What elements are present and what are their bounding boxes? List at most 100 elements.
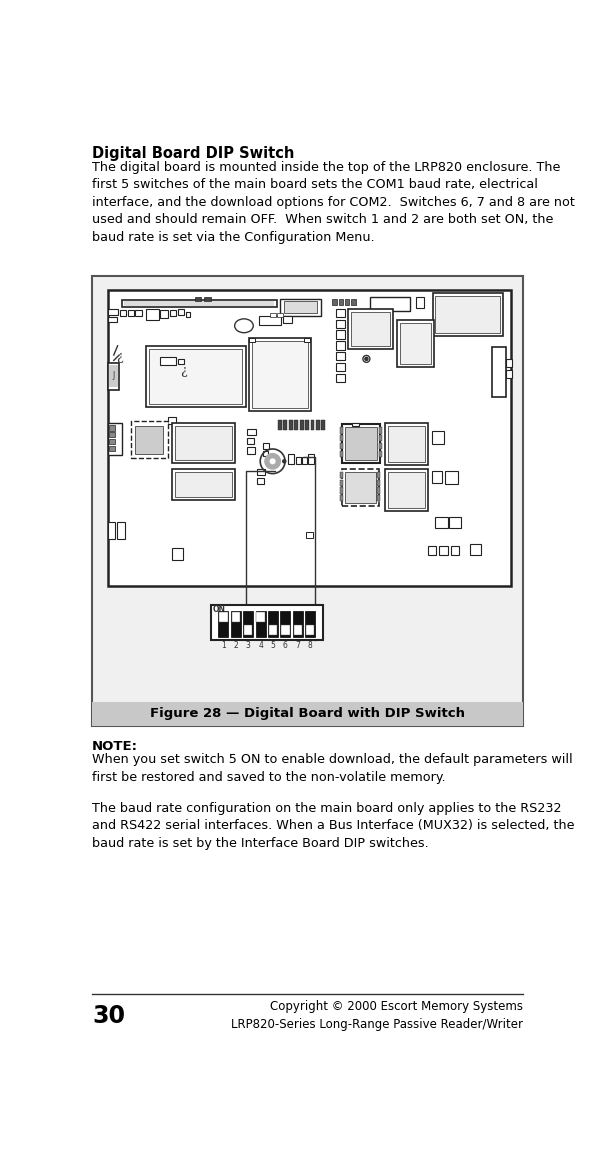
- Bar: [288, 453, 295, 465]
- Bar: [340, 480, 343, 486]
- Text: 4: 4: [258, 640, 263, 650]
- Bar: [445, 471, 458, 485]
- Bar: [257, 479, 264, 483]
- Bar: [439, 546, 448, 555]
- Bar: [107, 316, 117, 322]
- Bar: [160, 310, 168, 318]
- Text: 8: 8: [308, 640, 313, 650]
- Bar: [268, 611, 278, 637]
- Bar: [281, 625, 290, 636]
- Bar: [247, 429, 256, 435]
- Text: 5: 5: [271, 640, 275, 650]
- Bar: [257, 469, 265, 475]
- Text: ¿: ¿: [180, 364, 187, 376]
- Bar: [348, 309, 393, 349]
- Text: 3: 3: [246, 640, 251, 650]
- Bar: [284, 301, 317, 314]
- Bar: [219, 612, 227, 622]
- Bar: [263, 443, 269, 449]
- Bar: [172, 547, 183, 560]
- Bar: [451, 546, 460, 555]
- Bar: [248, 338, 311, 411]
- Bar: [175, 472, 232, 496]
- Bar: [277, 314, 283, 317]
- Bar: [247, 447, 255, 453]
- Text: The baud rate configuration on the main board only applies to the RS232
and RS42: The baud rate configuration on the main …: [92, 802, 575, 849]
- Bar: [109, 365, 118, 387]
- Bar: [283, 419, 287, 430]
- Bar: [340, 435, 343, 442]
- Bar: [340, 428, 343, 433]
- Bar: [388, 426, 425, 462]
- Bar: [305, 611, 315, 637]
- Text: 30: 30: [92, 1004, 125, 1028]
- Bar: [449, 517, 461, 529]
- Bar: [304, 338, 310, 342]
- Text: 6: 6: [283, 640, 288, 650]
- Bar: [136, 426, 163, 453]
- Text: The digital board is mounted inside the top of the LRP820 enclosure. The
first 5: The digital board is mounted inside the …: [92, 162, 575, 244]
- Bar: [293, 611, 303, 637]
- Bar: [431, 471, 442, 483]
- Bar: [506, 359, 512, 366]
- Bar: [92, 702, 523, 726]
- Bar: [336, 320, 344, 328]
- Bar: [341, 469, 379, 505]
- Bar: [344, 472, 376, 503]
- Bar: [107, 309, 118, 315]
- Bar: [149, 349, 242, 404]
- Bar: [306, 625, 314, 636]
- Bar: [344, 299, 349, 304]
- Circle shape: [271, 459, 275, 464]
- Text: 2: 2: [233, 640, 238, 650]
- Bar: [252, 342, 308, 408]
- Bar: [256, 612, 265, 622]
- Bar: [351, 299, 356, 304]
- Text: NOTE:: NOTE:: [92, 740, 138, 753]
- Bar: [308, 453, 314, 465]
- Bar: [332, 299, 337, 304]
- Bar: [247, 438, 254, 444]
- Bar: [385, 469, 428, 511]
- Bar: [431, 430, 444, 444]
- Bar: [109, 425, 115, 430]
- Bar: [295, 419, 298, 430]
- Bar: [506, 371, 512, 378]
- Bar: [248, 338, 255, 342]
- Circle shape: [365, 358, 368, 360]
- Text: ON: ON: [212, 605, 225, 615]
- Bar: [351, 311, 389, 346]
- Bar: [344, 428, 377, 460]
- Bar: [231, 611, 241, 637]
- Ellipse shape: [235, 318, 253, 332]
- Bar: [336, 352, 344, 360]
- Bar: [388, 472, 425, 508]
- Bar: [109, 432, 115, 437]
- Bar: [136, 310, 142, 316]
- Bar: [160, 358, 176, 365]
- Bar: [379, 435, 382, 442]
- Bar: [128, 310, 134, 316]
- Bar: [370, 297, 410, 311]
- Bar: [146, 309, 159, 320]
- Bar: [280, 299, 320, 316]
- Bar: [336, 363, 344, 371]
- Bar: [385, 423, 428, 465]
- Bar: [211, 604, 323, 640]
- Bar: [316, 419, 320, 430]
- Bar: [218, 611, 229, 637]
- Bar: [256, 611, 266, 637]
- Bar: [131, 422, 168, 458]
- Bar: [379, 451, 382, 457]
- Bar: [293, 625, 302, 636]
- Bar: [436, 296, 500, 333]
- Bar: [107, 423, 122, 456]
- Text: J: J: [112, 372, 115, 380]
- Bar: [107, 363, 119, 390]
- Bar: [377, 488, 380, 494]
- Bar: [377, 480, 380, 486]
- Bar: [397, 321, 434, 366]
- Bar: [305, 419, 309, 430]
- Bar: [377, 472, 380, 479]
- Text: Copyright © 2000 Escort Memory Systems
LRP820-Series Long-Range Passive Reader/W: Copyright © 2000 Escort Memory Systems L…: [231, 1000, 523, 1032]
